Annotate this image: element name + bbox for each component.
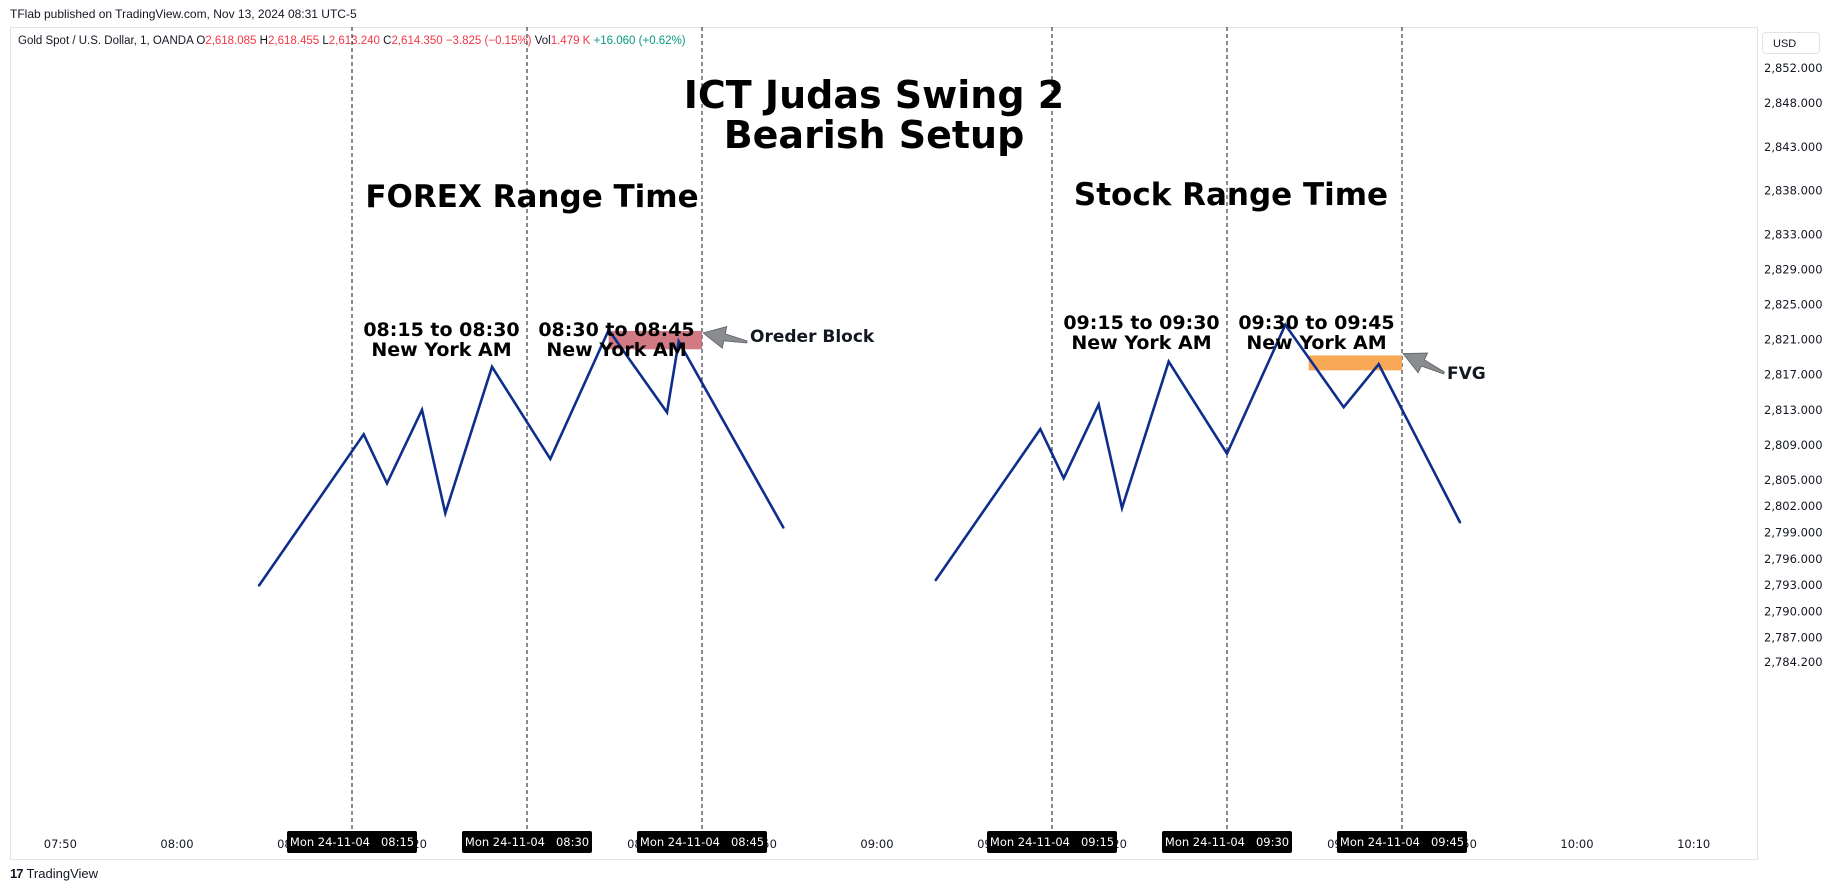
y-axis-tick-label: 2,787.000 bbox=[1764, 631, 1823, 645]
time-window-label: 09:15 to 09:30 bbox=[1063, 312, 1219, 334]
y-axis-tick-label: 2,802.000 bbox=[1764, 499, 1823, 513]
time-window-label: 08:15 to 08:30 bbox=[363, 319, 519, 341]
forex-price-line[interactable] bbox=[257, 327, 785, 587]
legend-high-label: H bbox=[259, 35, 268, 47]
x-axis-time-marker-label: Mon 24-11-04 08:15 bbox=[290, 835, 414, 849]
x-axis-time-marker[interactable] bbox=[637, 831, 767, 853]
price-point bbox=[1168, 360, 1170, 363]
y-axis-tick-label: 2,813.000 bbox=[1764, 403, 1823, 417]
y-axis-tick-label: 2,784.200 bbox=[1764, 655, 1823, 669]
legend-open-value: 2,618.085 bbox=[205, 35, 257, 47]
x-axis-time-marker-label: Mon 24-11-04 08:30 bbox=[465, 835, 589, 849]
y-axis-tick-label: 2,817.000 bbox=[1764, 368, 1823, 382]
x-axis-time-marker-label: Mon 24-11-04 09:30 bbox=[1165, 835, 1289, 849]
fvg-arrow-icon bbox=[1402, 352, 1446, 375]
legend-high-value: 2,618.455 bbox=[267, 35, 320, 47]
x-axis-tick-label: 10:00 bbox=[1560, 837, 1593, 851]
y-axis-tick-label: 2,790.000 bbox=[1764, 604, 1823, 618]
x-axis-time-marker[interactable] bbox=[1162, 831, 1292, 853]
stock-range-title: Stock Range Time bbox=[1074, 177, 1388, 213]
price-point bbox=[549, 458, 551, 460]
time-window-session: New York AM bbox=[546, 339, 686, 361]
chart-frame[interactable] bbox=[10, 27, 1758, 860]
published-credit: TFlab published on TradingView.com, Nov … bbox=[10, 7, 357, 21]
legend-close-value: 2,614.350 bbox=[391, 35, 443, 47]
legend-close-label: C bbox=[383, 35, 392, 47]
y-axis-tick-label: 2,829.000 bbox=[1764, 263, 1823, 277]
y-axis-tick-label: 2,848.000 bbox=[1764, 96, 1823, 110]
legend-volume-value: 1.479 K bbox=[550, 35, 591, 47]
legend-symbol[interactable]: Gold Spot / U.S. Dollar, 1, OANDA bbox=[18, 35, 194, 47]
y-axis-tick-label: 2,805.000 bbox=[1764, 473, 1823, 487]
legend-open-label: O bbox=[196, 35, 206, 47]
y-axis-tick-label: 2,821.000 bbox=[1764, 333, 1823, 347]
x-axis-tick-label: 10:10 bbox=[1677, 837, 1710, 851]
price-point bbox=[678, 340, 680, 343]
price-point bbox=[666, 411, 668, 414]
time-window-label: 08:30 to 08:45 bbox=[538, 319, 694, 341]
legend-volume-label: Vol bbox=[534, 35, 551, 47]
currency-button[interactable]: USD bbox=[1762, 32, 1820, 54]
y-axis-tick-label: 2,833.000 bbox=[1764, 227, 1823, 241]
y-axis-tick-label: 2,796.000 bbox=[1764, 552, 1823, 566]
forex-range-title: FOREX Range Time bbox=[365, 179, 698, 215]
symbol-legend: Gold Spot / U.S. Dollar, 1, OANDA O2,618… bbox=[18, 35, 686, 47]
price-point bbox=[444, 512, 446, 514]
time-window-session: New York AM bbox=[1071, 332, 1211, 354]
price-point bbox=[421, 409, 423, 411]
time-window-session: New York AM bbox=[371, 339, 511, 361]
y-axis-tick-label: 2,793.000 bbox=[1764, 578, 1823, 592]
x-axis-time-marker[interactable] bbox=[287, 831, 417, 853]
legend-low-label: L bbox=[322, 35, 329, 47]
legend-change: −3.825 (−0.15%) bbox=[445, 35, 532, 47]
price-point bbox=[258, 585, 260, 587]
x-axis-tick-label: 08:00 bbox=[160, 837, 193, 851]
price-point bbox=[1459, 522, 1461, 524]
brand-name: TradingView bbox=[26, 866, 99, 881]
order-block-arrow-icon bbox=[702, 326, 748, 349]
chart-title: ICT Judas Swing 2 bbox=[684, 73, 1064, 117]
price-point bbox=[934, 580, 936, 582]
price-point bbox=[1039, 428, 1041, 430]
x-axis-time-marker-label: Mon 24-11-04 08:45 bbox=[640, 835, 764, 849]
tradingview-logo-icon: 17 bbox=[10, 866, 24, 881]
y-axis-tick-label: 2,838.000 bbox=[1764, 184, 1823, 198]
time-window-label: 09:30 to 09:45 bbox=[1238, 312, 1394, 334]
time-window-session: New York AM bbox=[1246, 332, 1386, 354]
x-axis-tick-label: 09:00 bbox=[860, 837, 893, 851]
y-axis-tick-label: 2,843.000 bbox=[1764, 140, 1823, 154]
price-point bbox=[1343, 406, 1345, 408]
y-axis-tick-label: 2,825.000 bbox=[1764, 298, 1823, 312]
y-axis-tick-label: 2,852.000 bbox=[1764, 61, 1823, 75]
y-axis-tick-label: 2,809.000 bbox=[1764, 438, 1823, 452]
order-block-label: Oreder Block bbox=[750, 327, 875, 347]
price-point bbox=[1121, 507, 1123, 509]
fvg-label: FVG bbox=[1447, 364, 1486, 384]
x-axis-time-marker[interactable] bbox=[462, 831, 592, 853]
price-point bbox=[1063, 477, 1065, 479]
x-axis-time-marker[interactable] bbox=[1337, 831, 1467, 853]
price-point bbox=[491, 366, 493, 368]
price-point bbox=[783, 527, 785, 529]
y-axis-tick-label: 2,799.000 bbox=[1764, 526, 1823, 540]
chart-subtitle: Bearish Setup bbox=[724, 113, 1025, 157]
x-axis-tick-label: 07:50 bbox=[44, 837, 77, 851]
price-point bbox=[363, 433, 365, 435]
price-point bbox=[1284, 324, 1286, 326]
tradingview-brand[interactable]: 17 TradingView bbox=[10, 866, 98, 881]
price-point bbox=[1378, 363, 1380, 365]
price-point bbox=[1226, 453, 1228, 455]
price-point bbox=[608, 329, 610, 331]
fvg-zone[interactable] bbox=[1308, 355, 1402, 371]
legend-low-value: 2,613.240 bbox=[328, 35, 380, 47]
x-axis-time-marker-label: Mon 24-11-04 09:15 bbox=[990, 835, 1114, 849]
x-axis-time-marker[interactable] bbox=[987, 831, 1117, 853]
price-point bbox=[386, 482, 388, 485]
x-axis-time-marker-label: Mon 24-11-04 09:45 bbox=[1340, 835, 1464, 849]
price-point bbox=[1098, 403, 1100, 406]
legend-volume-change: +16.060 (+0.62%) bbox=[593, 35, 686, 47]
